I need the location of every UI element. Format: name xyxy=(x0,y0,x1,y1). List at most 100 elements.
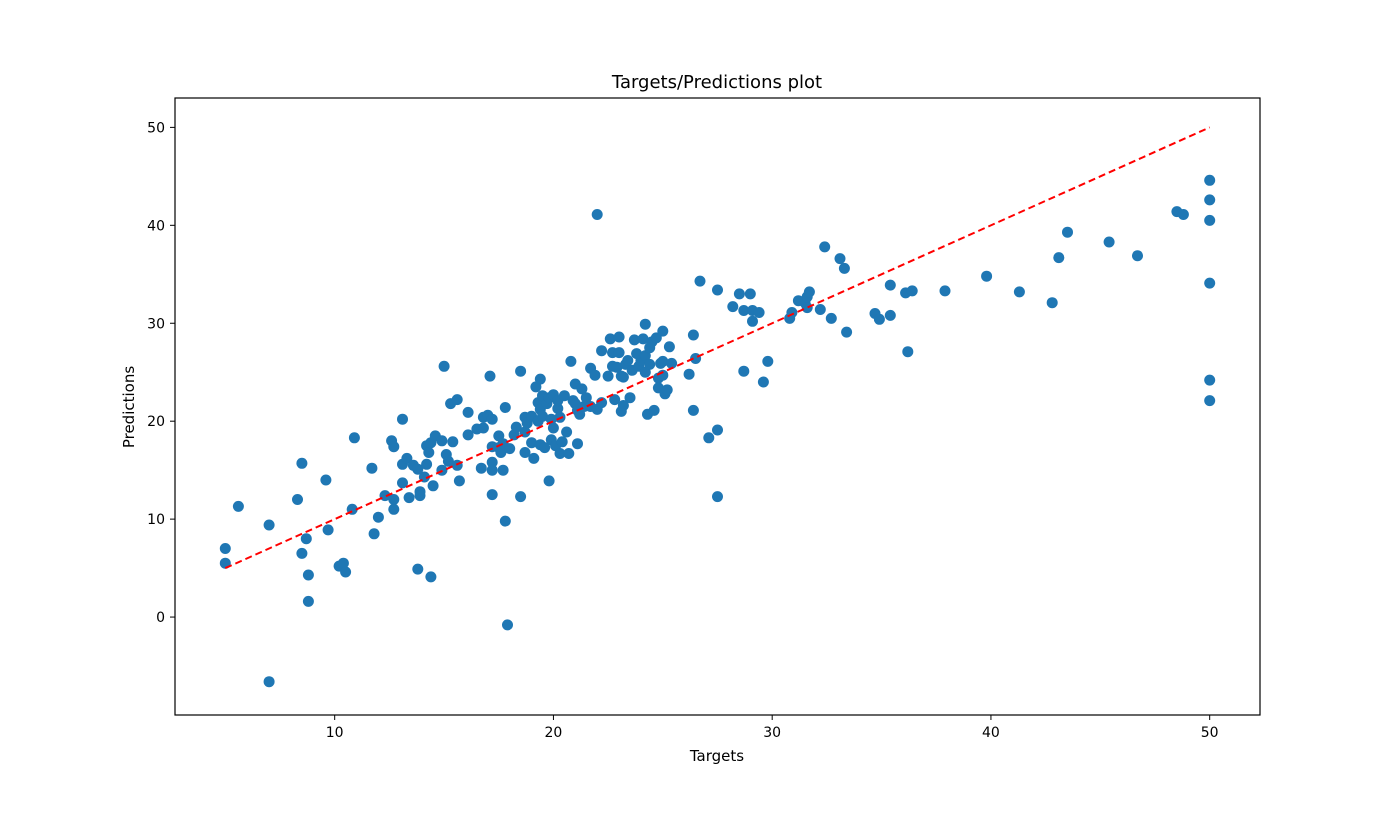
data-point xyxy=(1204,174,1216,186)
data-point xyxy=(644,358,656,370)
data-point xyxy=(484,370,496,382)
data-point xyxy=(388,494,400,505)
data-point xyxy=(565,355,577,367)
x-tick-label: 50 xyxy=(1201,725,1219,741)
data-point xyxy=(753,307,765,318)
data-point xyxy=(556,436,568,448)
data-point xyxy=(292,494,303,505)
data-point xyxy=(486,489,498,501)
data-point xyxy=(486,413,498,425)
data-point xyxy=(657,325,669,337)
data-point xyxy=(611,361,623,373)
data-point xyxy=(475,462,487,474)
data-point xyxy=(694,275,706,287)
data-point xyxy=(302,595,314,607)
data-point xyxy=(687,404,699,416)
data-point xyxy=(762,355,774,367)
data-point xyxy=(1204,374,1216,386)
data-point xyxy=(596,345,608,357)
data-point xyxy=(712,284,723,296)
data-point xyxy=(263,676,275,688)
data-point xyxy=(425,571,437,583)
data-point xyxy=(495,447,507,458)
data-point xyxy=(296,547,308,559)
y-tick-label: 30 xyxy=(147,316,165,332)
data-point xyxy=(453,475,465,487)
data-point xyxy=(1204,277,1216,289)
data-point xyxy=(421,458,433,470)
data-point xyxy=(320,474,332,486)
data-point xyxy=(442,455,454,467)
data-point xyxy=(1062,226,1073,238)
data-point xyxy=(834,253,846,265)
plot-frame xyxy=(174,97,1261,716)
data-point xyxy=(639,318,651,330)
data-point xyxy=(558,390,570,402)
data-point xyxy=(545,413,557,425)
data-point xyxy=(744,288,756,300)
data-point xyxy=(302,569,314,581)
data-point xyxy=(733,288,745,300)
data-point xyxy=(526,437,538,449)
y-tick-label: 20 xyxy=(147,414,165,430)
data-point xyxy=(617,400,629,411)
data-point xyxy=(906,285,918,297)
data-point xyxy=(819,241,831,253)
data-point xyxy=(515,365,527,377)
y-tick-label: 10 xyxy=(147,512,165,528)
data-point xyxy=(412,463,424,475)
data-point xyxy=(486,464,498,476)
data-point xyxy=(499,515,511,527)
data-point xyxy=(1204,194,1216,206)
data-point xyxy=(232,500,244,512)
x-axis-ticks: 10 20 30 40 50 xyxy=(326,715,1219,741)
data-point xyxy=(580,392,592,404)
data-point xyxy=(624,392,636,404)
data-point xyxy=(648,404,660,416)
x-axis-label: Targets xyxy=(689,747,744,765)
data-point xyxy=(609,394,621,406)
data-point xyxy=(884,309,896,321)
data-point xyxy=(738,305,750,316)
y-tick-label: 40 xyxy=(147,218,165,234)
data-point xyxy=(650,332,662,344)
data-point xyxy=(504,443,516,455)
data-point xyxy=(539,442,551,454)
data-point xyxy=(561,426,573,438)
data-point xyxy=(414,490,426,502)
data-point xyxy=(1013,286,1025,298)
data-point xyxy=(372,511,384,523)
data-point xyxy=(712,491,723,503)
y-axis-ticks: 0 10 20 30 40 50 xyxy=(147,120,175,626)
data-point xyxy=(613,331,625,343)
data-point xyxy=(825,312,837,324)
data-point xyxy=(397,413,408,425)
data-point xyxy=(1204,395,1216,407)
data-point xyxy=(388,503,400,515)
data-point xyxy=(622,355,634,366)
data-point xyxy=(757,376,769,388)
data-point xyxy=(738,365,750,377)
data-point xyxy=(902,346,914,358)
data-point xyxy=(712,424,723,436)
data-point xyxy=(477,422,489,434)
data-point xyxy=(528,452,540,464)
data-point xyxy=(447,436,459,448)
x-tick-label: 20 xyxy=(545,725,563,741)
data-point xyxy=(436,435,448,447)
data-point xyxy=(348,432,360,444)
data-point xyxy=(1103,236,1115,248)
data-point xyxy=(703,432,715,444)
data-point xyxy=(602,370,614,382)
data-point xyxy=(687,329,699,341)
data-point xyxy=(296,457,308,469)
data-point xyxy=(388,441,400,453)
data-point xyxy=(519,447,531,458)
data-point xyxy=(510,421,522,433)
data-point xyxy=(486,456,498,468)
x-tick-label: 10 xyxy=(326,725,344,741)
data-point xyxy=(368,528,380,540)
data-point xyxy=(219,543,231,554)
data-point xyxy=(322,524,334,536)
